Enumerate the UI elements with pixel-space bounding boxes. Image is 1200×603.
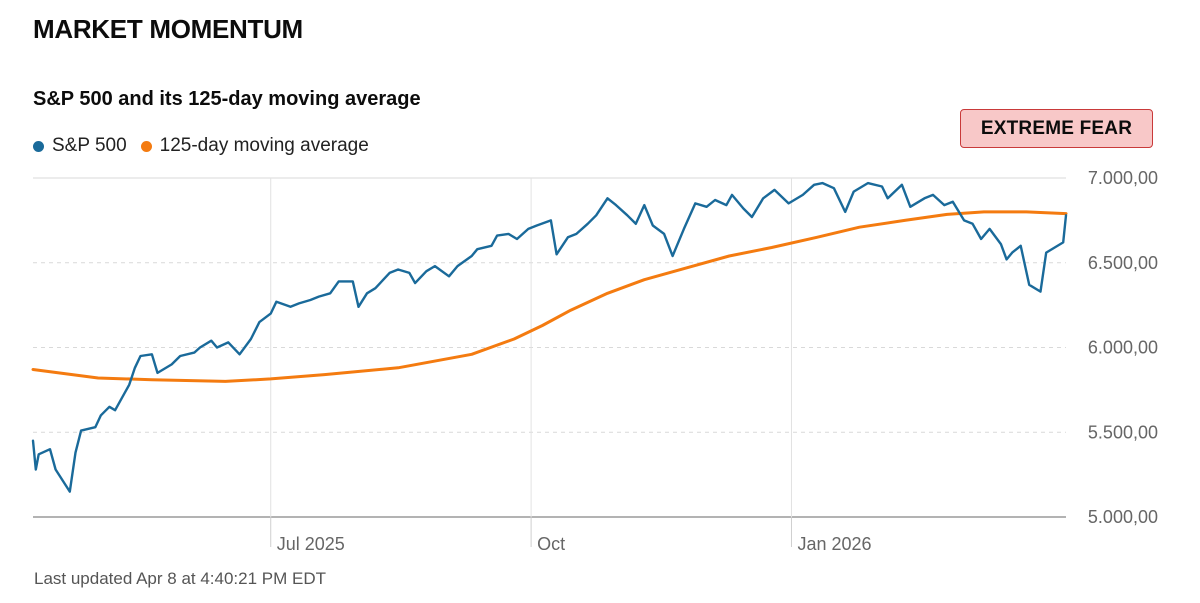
- last-updated-text: Last updated Apr 8 at 4:40:21 PM EDT: [34, 569, 327, 588]
- x-tick-label: Jul 2025: [277, 534, 345, 554]
- chart-legend: S&P 500 125-day moving average: [33, 135, 383, 157]
- legend-label-moving-average: 125-day moving average: [159, 135, 369, 156]
- legend-item-sp500: S&P 500: [33, 135, 127, 157]
- chart-title: S&P 500 and its 125-day moving average: [33, 88, 421, 110]
- series-line-moving-average: [31, 210, 1068, 383]
- x-tick-label: Oct: [537, 534, 565, 554]
- y-tick-label: 6.000,00: [1088, 338, 1158, 358]
- y-tick-label: 5.500,00: [1088, 422, 1158, 442]
- x-tick-label: Jan 2026: [797, 534, 871, 554]
- y-tick-label: 7.000,00: [1088, 168, 1158, 188]
- legend-dot-icon: [140, 140, 152, 152]
- sentiment-badge: EXTREME FEAR: [960, 109, 1153, 148]
- y-tick-label: 5.000,00: [1088, 507, 1158, 527]
- y-tick-label: 6.500,00: [1088, 253, 1158, 273]
- legend-dot-icon: [33, 140, 44, 152]
- legend-label-sp500: S&P 500: [52, 135, 127, 156]
- legend-item-moving-average: 125-day moving average: [140, 135, 369, 157]
- series-line-sp500: [31, 181, 1068, 493]
- page-title: MARKET MOMENTUM: [33, 14, 303, 44]
